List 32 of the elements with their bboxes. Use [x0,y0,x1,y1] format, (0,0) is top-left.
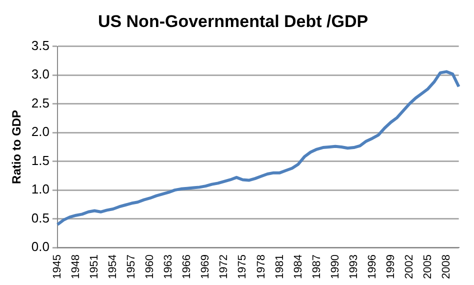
x-tick-label: 1981 [274,254,286,280]
x-tick-label: 1966 [181,254,194,280]
x-tick-label: 1945 [52,254,64,280]
x-tick-label: 2005 [422,254,434,280]
x-tick-label: 1996 [366,254,378,280]
y-tick-label: 3.5 [31,38,50,53]
x-tick-label: 1990 [329,254,342,280]
x-tick-label: 1960 [144,254,156,280]
x-tick-label: 1993 [348,254,360,280]
y-axis-title: Ratio to GDP [10,110,24,184]
chart-title: US Non-Governmental Debt /GDP [98,12,368,31]
y-tick-label: 1.0 [31,182,50,197]
x-tick-label: 1954 [107,254,120,280]
y-tick-label: 1.5 [31,152,50,168]
x-tick-label: 2008 [440,254,452,280]
x-tick-label: 1957 [126,254,138,280]
y-tick-label: 0.0 [31,239,50,254]
y-tick-label: 2.5 [31,95,50,110]
x-tick-label: 1975 [236,254,249,280]
y-tick-label: 3.0 [31,66,50,82]
y-tick-label: 0.5 [31,210,50,226]
x-tick-label: 1987 [310,254,323,280]
x-tick-label: 1978 [255,254,268,280]
x-tick-label: 1972 [218,254,230,280]
x-tick-label: 2002 [403,254,416,280]
x-tick-label: 1963 [162,254,175,280]
x-tick-label: 1999 [384,254,397,280]
x-tick-label: 1984 [292,254,304,280]
y-tick-label: 2.0 [31,124,50,140]
x-tick-label: 1969 [200,254,212,280]
x-tick-label: 1951 [88,254,101,280]
x-tick-label: 1948 [70,254,82,280]
